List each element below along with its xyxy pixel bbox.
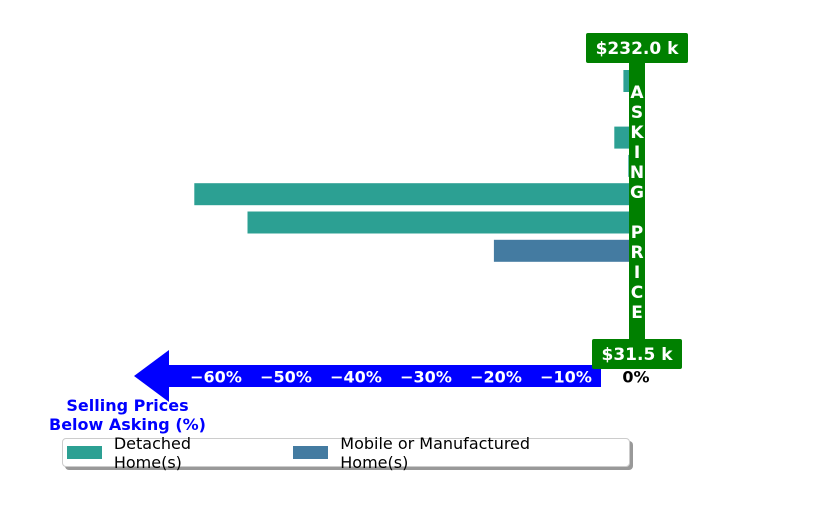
banner-letter-4: N <box>630 163 644 183</box>
x-axis-arrow <box>134 350 601 402</box>
banner-letter-2: K <box>630 123 644 143</box>
max-price-label: $232.0 k <box>596 39 680 59</box>
bar-4 <box>194 183 637 206</box>
banner-letter-9: I <box>634 263 640 283</box>
legend-item-detached: Detached Home(s) <box>67 434 259 472</box>
x-tick-label-1: −50% <box>260 368 312 387</box>
legend-swatch-detached <box>67 446 102 459</box>
min-price-label-box <box>592 339 682 369</box>
bar-5 <box>247 211 636 234</box>
legend-swatch-mobile <box>293 446 329 459</box>
legend-label-mobile: Mobile or Manufactured Home(s) <box>340 433 531 472</box>
asking-price-banner <box>629 60 645 345</box>
banner-letter-3: I <box>634 143 640 163</box>
legend-item-mobile: Mobile or Manufactured Home(s) <box>293 434 595 472</box>
min-price-label: $31.5 k <box>602 345 674 365</box>
banner-letter-7: P <box>631 223 643 243</box>
x-tick-label-6: 0% <box>622 368 649 387</box>
x-tick-label-4: −20% <box>470 368 522 387</box>
banner-letter-11: E <box>631 303 643 323</box>
bar-6 <box>493 239 636 262</box>
x-tick-label-2: −40% <box>330 368 382 387</box>
x-tick-label-3: −30% <box>400 368 452 387</box>
banner-letter-8: R <box>630 243 643 263</box>
x-tick-label-0: −60% <box>190 368 242 387</box>
banner-letter-0: A <box>630 83 644 103</box>
banner-letter-1: S <box>631 103 643 123</box>
max-price-label-box <box>586 33 688 63</box>
banner-letter-10: C <box>631 283 643 303</box>
legend: Detached Home(s) Mobile or Manufactured … <box>62 434 630 472</box>
x-tick-label-5: −10% <box>540 368 592 387</box>
legend-label-detached: Detached Home(s) <box>113 433 192 472</box>
banner-letter-5: G <box>630 183 644 203</box>
x-axis-label: Selling Prices Below Asking (%) <box>49 396 206 434</box>
